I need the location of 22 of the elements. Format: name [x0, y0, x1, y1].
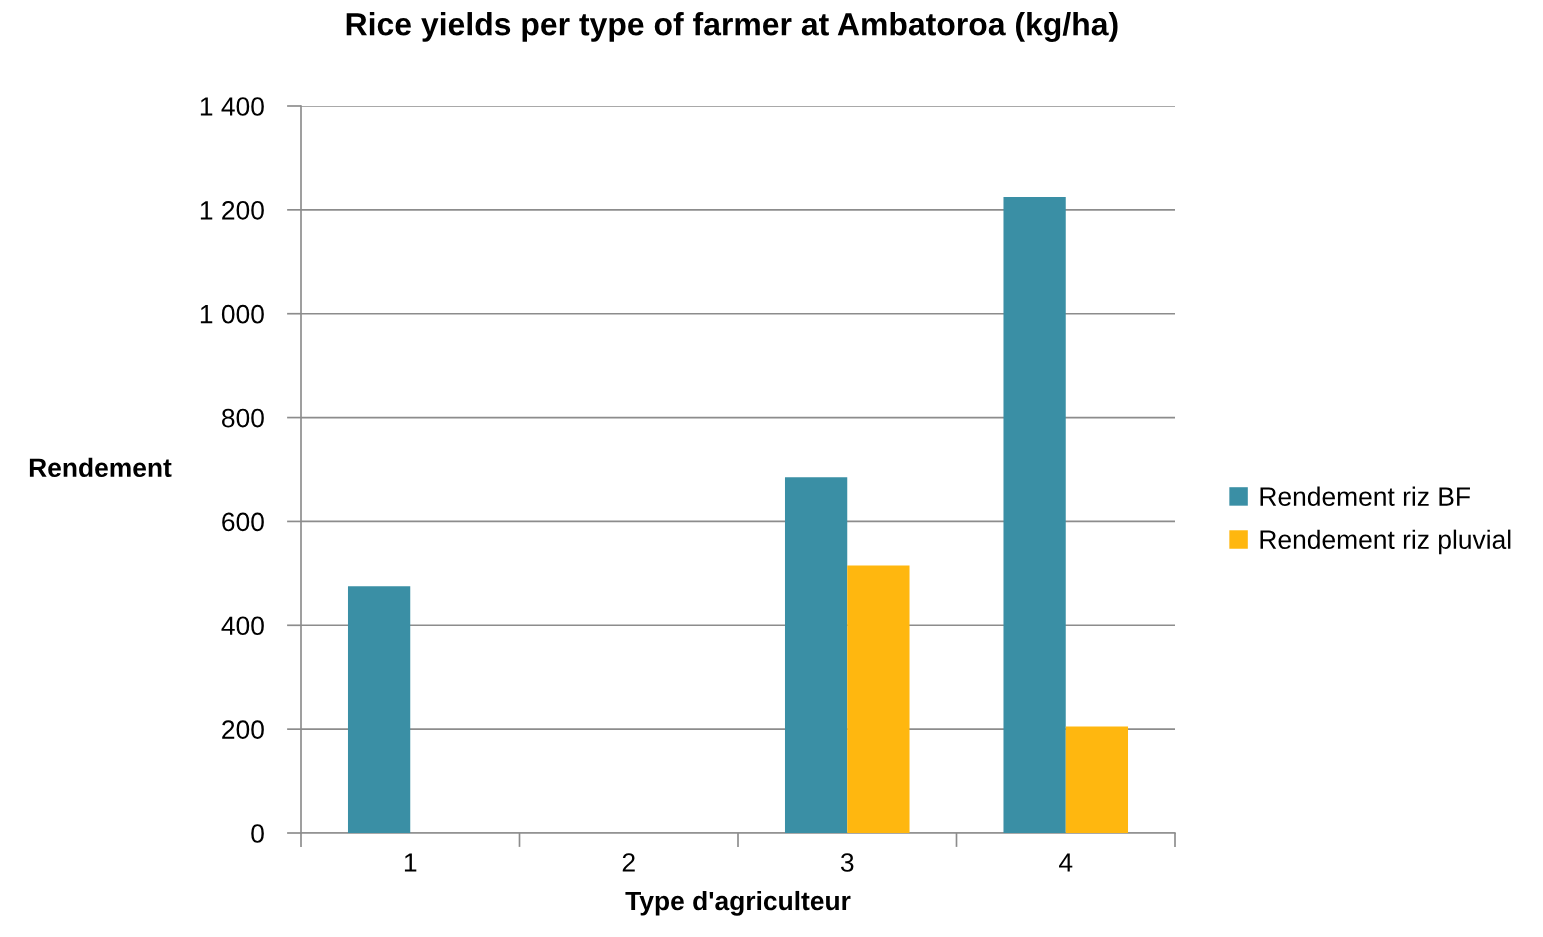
x-tick-label: 3 [840, 853, 854, 872]
y-tick-label: 400 [221, 616, 264, 636]
bar [847, 565, 910, 833]
y-tick-label: 600 [222, 512, 264, 532]
x-tick-label: 2 [622, 853, 635, 872]
y-tick-label: 200 [222, 720, 264, 739]
y-tick-label: 800 [222, 408, 264, 428]
bar [784, 477, 848, 833]
y-tick-label: 0 [251, 824, 264, 843]
y-tick-label: 1 400 [200, 97, 264, 116]
x-axis-title: Type d'agriculteur [625, 890, 851, 916]
x-tick-label: 1 [404, 853, 417, 872]
y-tick-label: 1 000 [200, 304, 264, 324]
legend-label: Rendement riz BF [1260, 486, 1470, 506]
chart-title: Rice yields per type of farmer at Ambatoroa (kg/ha) [346, 12, 1118, 42]
y-axis-title: Rendement [29, 457, 172, 478]
x-tick-label: 4 [1059, 853, 1073, 872]
bar [347, 586, 411, 833]
y-tick-label: 1 200 [200, 200, 264, 220]
bar [1065, 726, 1129, 833]
legend-label: Rendement riz pluvial [1260, 529, 1511, 555]
bar [1003, 196, 1066, 833]
